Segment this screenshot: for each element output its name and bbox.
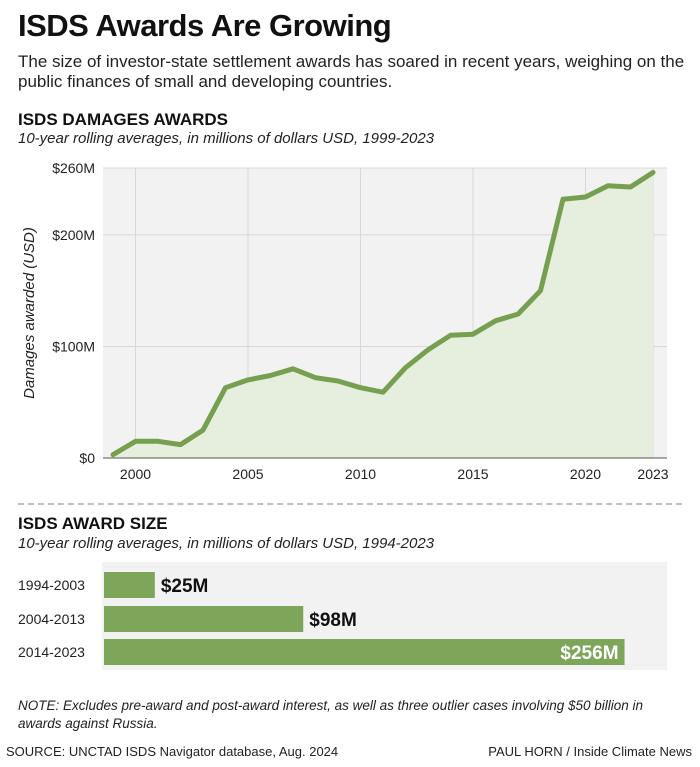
bar [104, 639, 625, 665]
bar-value-label: $98M [309, 610, 357, 631]
x-tick-label: 2010 [345, 466, 376, 482]
damages-line-chart: $0 $100M $200M $260M 2000 2005 2010 2015 2020 202… [21, 160, 669, 482]
data-point [112, 454, 114, 456]
data-point [180, 444, 181, 446]
x-tick-label: 2005 [232, 466, 263, 482]
data-point [202, 429, 204, 431]
data-point [630, 186, 631, 188]
data-point [607, 185, 609, 187]
bar [104, 606, 304, 632]
y-tick-label: $260M [52, 160, 95, 176]
data-point [540, 290, 541, 292]
x-tick-label: 2020 [570, 466, 601, 482]
data-point [157, 440, 159, 442]
data-point [292, 368, 294, 370]
bar [104, 572, 155, 598]
source-line: SOURCE: UNCTAD ISDS Navigator database, … [6, 744, 339, 759]
data-point [270, 374, 271, 376]
y-tick-label: $100M [52, 338, 95, 354]
data-point [517, 313, 519, 315]
data-point [337, 380, 339, 382]
x-tick-label: 2000 [120, 466, 151, 482]
bar-value-label: $256M [560, 643, 618, 664]
bar-category-label: 2014-2023 [18, 644, 85, 660]
data-point [135, 440, 136, 442]
data-point [472, 333, 474, 335]
data-point [360, 387, 361, 389]
bar-category-label: 2004-2013 [18, 611, 85, 627]
data-point [315, 377, 316, 379]
x-tick-label: 2023 [637, 466, 668, 482]
data-point [405, 367, 406, 369]
bar-value-label: $25M [161, 576, 209, 597]
data-point [427, 349, 429, 351]
data-point [225, 387, 226, 389]
credit-line: PAUL HORN / Inside Climate News [488, 744, 692, 759]
y-tick-label: $0 [79, 450, 95, 466]
damages-section-subtitle: 10-year rolling averages, in millions of… [18, 130, 435, 147]
data-point [450, 334, 451, 336]
data-point [382, 391, 384, 393]
damages-section-title: ISDS DAMAGES AWARDS [18, 110, 229, 129]
x-tick-label: 2015 [457, 466, 488, 482]
section-divider [18, 503, 682, 505]
award-size-bar-chart: 1994-2003 $25M 2004-2013 $98M 2014-2023 $256M [18, 562, 667, 670]
award-size-section-title: ISDS AWARD SIZE [18, 514, 168, 533]
area-fill [113, 172, 653, 458]
data-point [247, 379, 249, 381]
chart-subtitle: The size of investor-state settlement aw… [18, 52, 685, 91]
data-point [495, 320, 496, 322]
bar-category-label: 1994-2003 [18, 577, 85, 593]
chart-title: ISDS Awards Are Growing [18, 8, 392, 43]
data-point [562, 198, 564, 200]
award-size-section-subtitle: 10-year rolling averages, in millions of… [18, 535, 435, 552]
y-tick-label: $200M [52, 227, 95, 243]
y-axis-label: Damages awarded (USD) [21, 227, 38, 399]
data-point [652, 171, 654, 173]
data-point [585, 196, 586, 198]
footnote: NOTE: Excludes pre-award and post-award … [18, 698, 644, 731]
